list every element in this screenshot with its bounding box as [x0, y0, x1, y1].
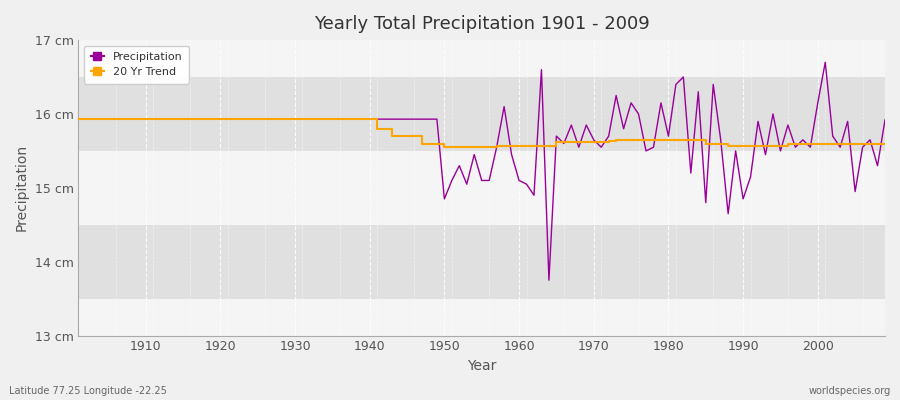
- Title: Yearly Total Precipitation 1901 - 2009: Yearly Total Precipitation 1901 - 2009: [314, 15, 650, 33]
- Precipitation: [611, 93, 622, 98]
- Text: worldspecies.org: worldspecies.org: [809, 386, 891, 396]
- Legend: Precipitation, 20 Yr Trend: Precipitation, 20 Yr Trend: [84, 46, 189, 84]
- Precipitation: [879, 118, 890, 122]
- 20 Yr Trend: [611, 138, 622, 142]
- Precipitation: [342, 117, 353, 122]
- Text: Latitude 77.25 Longitude -22.25: Latitude 77.25 Longitude -22.25: [9, 386, 166, 396]
- Line: 20 Yr Trend: 20 Yr Trend: [78, 119, 885, 147]
- Bar: [78, 151, 885, 188]
- 20 Yr Trend: [297, 117, 308, 122]
- 20 Yr Trend: [439, 145, 450, 150]
- 20 Yr Trend: [514, 143, 525, 148]
- Bar: [78, 188, 885, 225]
- Precipitation: [297, 117, 308, 122]
- Bar: [78, 262, 885, 299]
- 20 Yr Trend: [133, 117, 144, 122]
- Bar: [78, 299, 885, 336]
- Precipitation: [133, 117, 144, 122]
- Precipitation: [544, 278, 554, 282]
- Precipitation: [514, 178, 525, 183]
- X-axis label: Year: Year: [467, 359, 497, 373]
- 20 Yr Trend: [521, 143, 532, 148]
- 20 Yr Trend: [879, 141, 890, 146]
- Line: Precipitation: Precipitation: [78, 62, 885, 280]
- Y-axis label: Precipitation: Precipitation: [15, 144, 29, 232]
- Bar: [78, 114, 885, 151]
- Bar: [78, 225, 885, 262]
- Precipitation: [73, 117, 84, 122]
- Precipitation: [506, 152, 517, 157]
- 20 Yr Trend: [342, 117, 353, 122]
- Bar: [78, 40, 885, 77]
- Bar: [78, 77, 885, 114]
- 20 Yr Trend: [73, 117, 84, 122]
- Precipitation: [820, 60, 831, 65]
